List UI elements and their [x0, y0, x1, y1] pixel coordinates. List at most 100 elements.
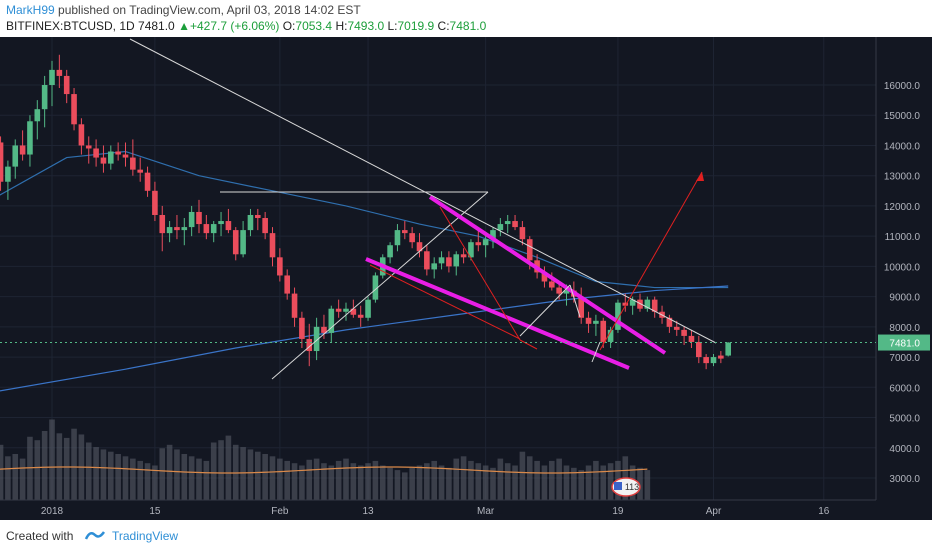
candle-body: [41, 85, 48, 110]
price-tick-label: 7000.0: [889, 353, 920, 364]
candle-body: [71, 94, 77, 125]
candle-body: [387, 245, 393, 258]
volume-bar: [19, 458, 26, 500]
candle-body: [475, 242, 482, 246]
time-axis-bg: [0, 500, 932, 520]
candle-body: [725, 342, 731, 356]
volume-bar: [424, 463, 430, 500]
volume-bar: [600, 465, 607, 500]
time-tick-label: 2018: [41, 506, 64, 517]
price-tick-label: 13000.0: [884, 172, 921, 183]
red-target-arrowhead: [696, 172, 704, 181]
volume-bar: [34, 440, 41, 500]
volume-bar: [482, 465, 489, 500]
tradingview-logo-icon: [84, 531, 106, 540]
volume-bar: [181, 454, 188, 500]
candle-body: [188, 211, 195, 228]
volume-bar: [218, 440, 224, 500]
volume-bar: [196, 458, 202, 500]
author-link[interactable]: MarkH99: [6, 3, 55, 17]
volume-bar: [240, 447, 246, 500]
volume-ma-line: [0, 466, 648, 474]
time-tick-label: Feb: [271, 506, 289, 517]
price-axis[interactable]: 3000.0 4000.0 5000.0 6000.0 7000.0 8000.0 9000…: [0, 37, 932, 520]
ohlc-line: BITFINEX:BTCUSD, 1D 7481.0 ▲+427.7 (+6.0…: [6, 19, 486, 33]
volume-bar: [644, 470, 651, 500]
descending-trendline: [129, 38, 717, 344]
candle-body: [159, 214, 166, 234]
volume-bar: [379, 465, 386, 500]
volume-bar: [291, 463, 298, 500]
volume-bar: [12, 454, 19, 500]
time-tick-label: 13: [362, 506, 374, 517]
change-value: +427.7 (+6.06%): [189, 19, 280, 33]
time-axis[interactable]: 2018 15 Feb 13 Mar 19 Apr 16: [0, 499, 932, 520]
candle-body: [284, 275, 290, 294]
volume-bar: [210, 442, 217, 500]
candle-body: [718, 355, 724, 359]
candle-body: [262, 218, 268, 234]
volume-bar: [549, 460, 555, 500]
volume-bar: [137, 460, 143, 500]
candle-body: [365, 299, 371, 318]
tradingview-link[interactable]: TradingView: [112, 529, 179, 543]
last-price-label: 7481.0: [889, 339, 920, 350]
candle-body: [416, 242, 423, 252]
drawings: 113: [129, 38, 717, 497]
volume-bar: [556, 458, 562, 500]
candle-body: [218, 221, 224, 225]
candle-body: [629, 299, 636, 306]
candle-body: [703, 357, 709, 364]
candle-body: [328, 308, 335, 333]
candle-body: [5, 166, 11, 182]
candle-body: [490, 230, 496, 240]
grid-lines: [0, 37, 876, 500]
candle-body: [100, 157, 107, 164]
volume-bar: [269, 456, 276, 500]
volume-bar: [431, 460, 437, 500]
candle-body: [453, 254, 460, 267]
published-text: published on TradingView.com, April 03, …: [58, 3, 361, 17]
price-chart[interactable]: 113 3000.0 4000.0 5000.0 6000.0 7000.0 8000.0…: [0, 37, 932, 520]
price-tick-label: 12000.0: [884, 202, 921, 213]
white-wave-line: [591, 341, 601, 363]
candle-body: [130, 157, 136, 170]
candle-body: [593, 320, 599, 324]
publish-line: MarkH99 published on TradingView.com, Ap…: [6, 3, 361, 17]
volume-bar: [93, 447, 99, 500]
volume-bar: [247, 449, 254, 500]
inner-channel-line: [519, 284, 571, 337]
candle-body: [673, 326, 680, 330]
volume-bar: [313, 458, 320, 500]
volume-bar: [41, 431, 48, 500]
candle-body: [460, 254, 467, 258]
volume-bar: [225, 435, 232, 500]
candle-body: [409, 233, 415, 243]
volume-bar: [402, 472, 408, 500]
volume-bar: [166, 444, 173, 500]
last-price: 7481.0: [138, 19, 175, 33]
wedge-lower-line: [365, 257, 630, 370]
volume-bar: [446, 467, 452, 500]
moving-average-200: [0, 285, 729, 392]
up-arrow-icon: ▲: [178, 19, 190, 33]
volume-bar: [108, 451, 114, 500]
time-tick-label: Apr: [706, 506, 722, 517]
candle-body: [115, 151, 121, 155]
price-tick-label: 6000.0: [889, 383, 920, 394]
volume-bar: [468, 460, 474, 500]
candle-body: [512, 221, 518, 228]
open-label: O:: [282, 19, 296, 33]
volume-bar: [571, 467, 577, 500]
wedge-upper-line: [428, 195, 667, 355]
volume-bar: [328, 465, 335, 500]
candle-body: [615, 302, 621, 330]
volume-bar: [512, 465, 518, 500]
volume-bar: [85, 442, 92, 500]
time-tick-label: Mar: [477, 506, 495, 517]
high-value: 7493.0: [347, 19, 385, 33]
candle-body: [255, 214, 261, 219]
volume-bar: [534, 460, 540, 500]
open-value: 7053.4: [295, 19, 333, 33]
candle-body: [19, 145, 26, 155]
